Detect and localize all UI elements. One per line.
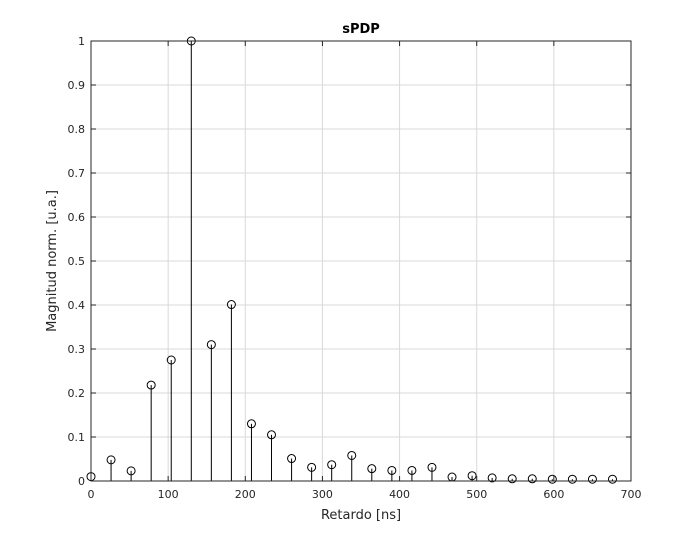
data-point-marker — [527, 474, 537, 484]
x-tick-label: 0 — [88, 488, 95, 501]
x-tick-label: 500 — [466, 488, 487, 501]
x-tick-label: 200 — [235, 488, 256, 501]
y-tick-label: 0.6 — [68, 211, 86, 224]
data-point-marker — [407, 465, 417, 475]
y-tick-label: 0.9 — [68, 79, 86, 92]
y-axis-label: Magnitud norm. [u.a.] — [45, 190, 60, 332]
data-point-marker — [347, 450, 357, 460]
data-point-marker — [246, 419, 256, 429]
data-point-marker — [387, 465, 397, 475]
y-tick-label: 0.3 — [68, 343, 86, 356]
y-tick-label: 0 — [78, 475, 85, 488]
x-tick-labels: 0 100 200 300 400 500 600 700 — [88, 488, 642, 501]
y-tick-labels: 0 0.1 0.2 0.3 0.4 0.5 0.6 0.7 0.8 0.9 1 — [68, 35, 86, 488]
data-point-marker — [267, 430, 277, 440]
data-point-marker — [226, 300, 236, 310]
y-tick-label: 1 — [78, 35, 85, 48]
y-tick-label: 0.7 — [68, 167, 86, 180]
data-point-marker — [327, 460, 337, 470]
axis-ticks — [90, 40, 632, 482]
y-tick-label: 0.2 — [68, 387, 86, 400]
x-tick-label: 600 — [543, 488, 564, 501]
data-markers — [86, 36, 617, 484]
data-point-marker — [567, 474, 577, 484]
data-point-marker — [427, 462, 437, 472]
data-point-marker — [487, 473, 497, 483]
y-tick-label: 0.8 — [68, 123, 86, 136]
data-point-marker — [146, 380, 156, 390]
data-point-marker — [206, 340, 216, 350]
x-axis-label: Retardo [ns] — [321, 508, 401, 523]
x-tick-label: 100 — [158, 488, 179, 501]
data-point-marker — [467, 471, 477, 481]
x-tick-label: 700 — [621, 488, 642, 501]
data-point-marker — [367, 464, 377, 474]
y-tick-label: 0.5 — [68, 255, 86, 268]
y-tick-label: 0.1 — [68, 431, 86, 444]
data-point-marker — [287, 454, 297, 464]
chart-title: sPDP — [342, 22, 380, 37]
data-point-marker — [106, 455, 116, 465]
data-point-marker — [587, 474, 597, 484]
data-point-marker — [307, 462, 317, 472]
data-point-marker — [507, 474, 517, 484]
data-point-marker — [607, 474, 617, 484]
y-tick-label: 0.4 — [68, 299, 86, 312]
data-point-marker — [166, 355, 176, 365]
x-tick-label: 400 — [389, 488, 410, 501]
x-tick-label: 300 — [312, 488, 333, 501]
data-point-marker — [547, 474, 557, 484]
data-point-marker — [126, 466, 136, 476]
